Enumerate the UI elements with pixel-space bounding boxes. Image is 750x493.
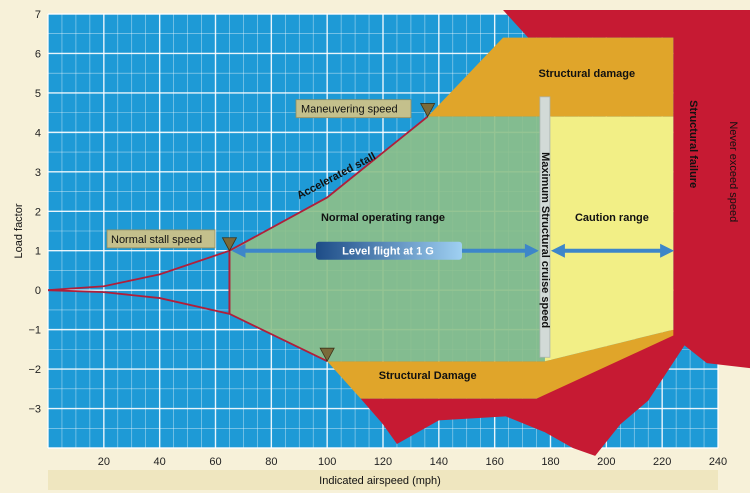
x-tick-label: 160: [485, 456, 503, 468]
x-axis-label-background: [48, 470, 718, 490]
structural-damage-bottom-label: Structural Damage: [379, 370, 477, 382]
x-axis-ticks: 20 40 60 80 100 120 140 160 180 200 220 240: [98, 456, 727, 468]
x-tick-label: 40: [154, 456, 166, 468]
x-tick-label: 120: [374, 456, 392, 468]
caution-range-label: Caution range: [575, 212, 649, 224]
x-tick-label: 80: [265, 456, 277, 468]
never-exceed-speed-label: Never exceed speed: [727, 121, 739, 222]
accelerated-stall-curve: [47, 115, 429, 292]
x-axis-label: Indicated airspeed (mph): [319, 475, 441, 487]
x-tick-label: 240: [709, 456, 727, 468]
x-tick-label: 100: [318, 456, 336, 468]
y-tick-label: 1: [35, 246, 41, 258]
normal-operating-zone: [229, 116, 545, 362]
y-tick-label: 3: [35, 167, 41, 179]
structural-damage-bottom-zone: [327, 329, 674, 399]
maneuvering-speed-marker: [419, 103, 436, 118]
caution-zone: [544, 116, 674, 362]
x-tick-label: 180: [541, 456, 559, 468]
x-tick-label: 20: [98, 456, 110, 468]
y-tick-label: 5: [35, 88, 41, 100]
y-tick-label: −2: [28, 364, 41, 376]
maneuvering-speed-box: [295, 99, 412, 119]
normal-stall-speed-label: Normal stall speed: [111, 234, 202, 246]
x-tick-label: 60: [209, 456, 221, 468]
structural-damage-top-zone: [427, 37, 674, 117]
max-structural-cruise-bar: [539, 96, 551, 358]
y-tick-label: −3: [28, 404, 41, 416]
caution-range-arrow: [550, 243, 675, 258]
max-structural-cruise-label: Maximum Structural cruise speed: [539, 152, 551, 328]
level-flight-label: Level flight at 1 G: [342, 246, 434, 258]
y-axis-label: Load factor: [13, 203, 25, 258]
speed-callouts: [106, 99, 436, 363]
x-tick-label: 200: [597, 456, 615, 468]
y-tick-label: 6: [35, 48, 41, 60]
y-tick-label: 7: [35, 9, 41, 21]
normal-stall-speed-box: [106, 229, 216, 249]
y-tick-label: −1: [28, 325, 41, 337]
maneuvering-speed-label: Maneuvering speed: [301, 104, 398, 116]
stall-speed-marker: [221, 237, 238, 252]
negative-stall-curve: [47, 289, 328, 363]
structural-damage-top-label: Structural damage: [538, 68, 635, 80]
x-tick-label: 140: [430, 456, 448, 468]
y-axis-ticks: 7 6 5 4 3 2 1 0 −1 −2 −3: [28, 9, 41, 416]
y-tick-label: 0: [35, 285, 41, 297]
structural-failure-label: Structural failure: [687, 100, 699, 188]
normal-operating-range-label: Normal operating range: [321, 212, 445, 224]
x-tick-label: 220: [653, 456, 671, 468]
y-tick-label: 4: [35, 127, 41, 139]
level-flight-box: [316, 241, 462, 260]
y-tick-label: 2: [35, 206, 41, 218]
negative-stall-marker: [319, 347, 335, 363]
